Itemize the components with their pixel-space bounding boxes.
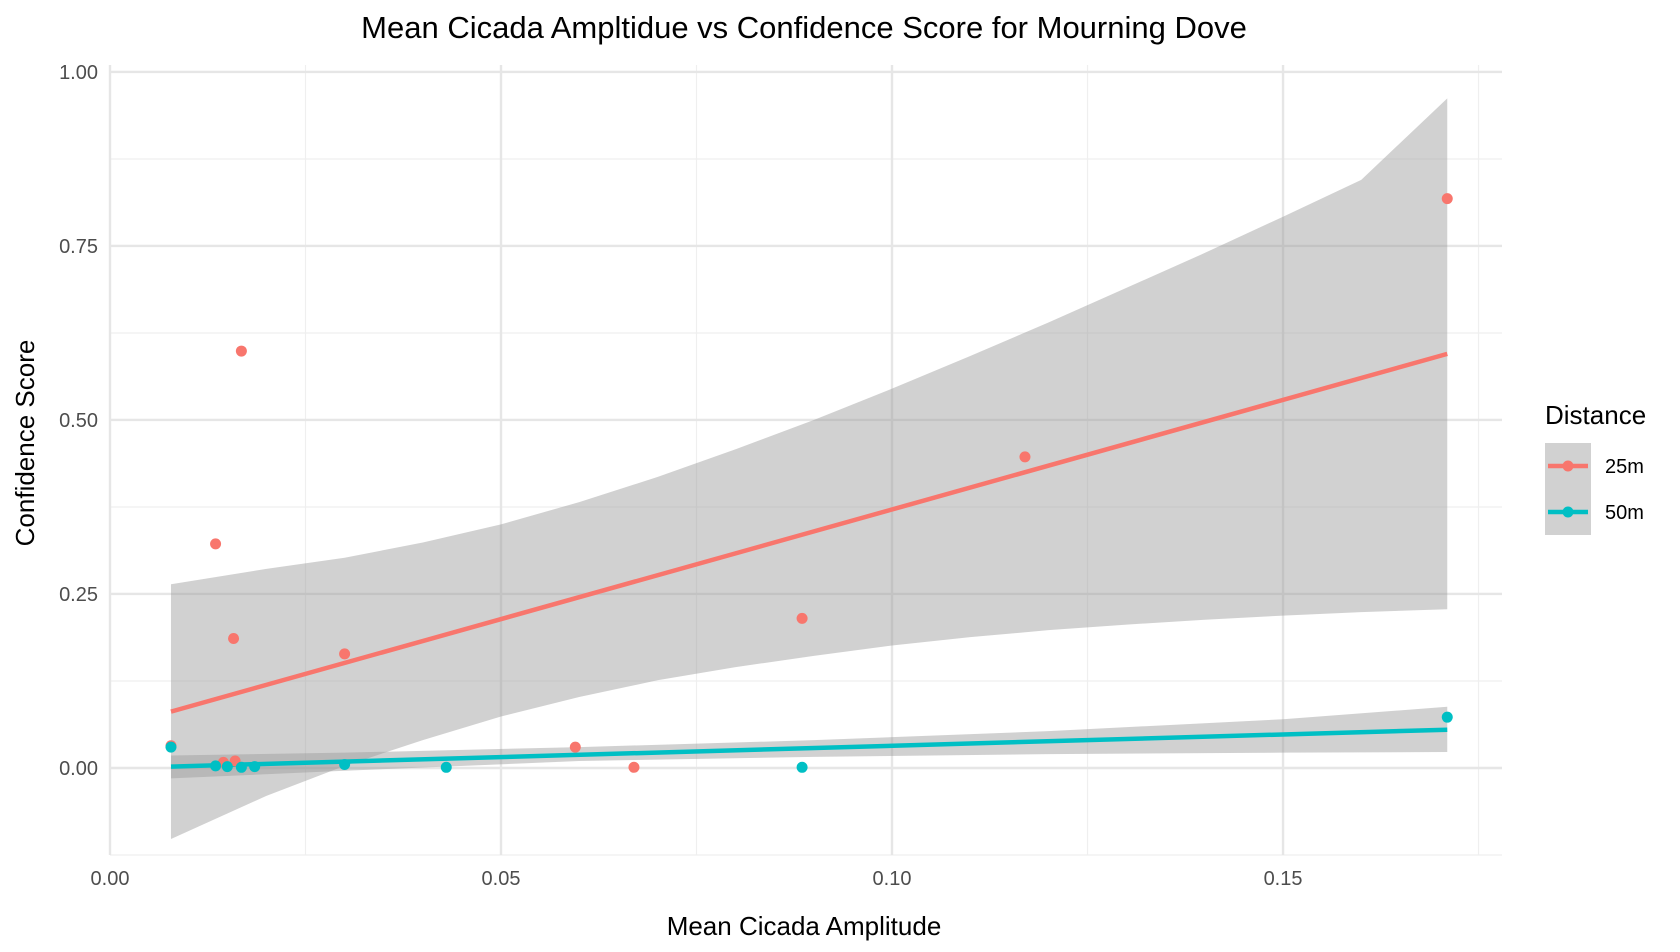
confidence-band-50m: [170, 706, 1448, 779]
data-point-25m: [796, 612, 808, 624]
data-point-25m: [1019, 451, 1031, 463]
x-tick-label: 0.15: [1264, 868, 1303, 890]
x-tick-label: 0.00: [91, 868, 130, 890]
tick-labels: 0.00 0.05 0.10 0.15 0.00 0.25 0.50 0.75 1.00: [59, 62, 1302, 890]
y-tick-label: 0.75: [59, 236, 98, 258]
data-point-50m: [165, 741, 177, 753]
data-point-50m: [249, 761, 261, 773]
data-point-25m: [228, 633, 240, 645]
fit-line-25m: [170, 351, 1448, 714]
data-point-50m: [339, 759, 351, 771]
y-tick-label: 0.50: [59, 410, 98, 432]
legend-key-point: [1562, 506, 1574, 518]
x-axis-title: Mean Cicada Amplitude: [667, 911, 942, 941]
y-tick-label: 0.00: [59, 758, 98, 780]
data-point-25m: [210, 538, 222, 550]
legend: Distance 25m 50m: [1545, 400, 1646, 535]
fit-lines: [170, 351, 1448, 769]
legend-title: Distance: [1545, 400, 1646, 430]
y-axis-title: Confidence Score: [10, 340, 40, 547]
fit-line-50m: [170, 727, 1448, 769]
data-point-50m: [1441, 711, 1453, 723]
x-tick-label: 0.05: [482, 868, 521, 890]
y-tick-label: 1.00: [59, 62, 98, 84]
data-point-25m: [628, 761, 640, 773]
y-tick-label: 0.25: [59, 584, 98, 606]
x-tick-label: 0.10: [873, 868, 912, 890]
chart-title: Mean Cicada Ampltidue vs Confidence Scor…: [361, 10, 1247, 45]
legend-item-50m: 50m: [1545, 489, 1644, 535]
legend-item-25m: 25m: [1545, 443, 1644, 489]
data-point-50m: [796, 761, 808, 773]
data-point-25m: [235, 345, 247, 357]
data-point-50m: [235, 761, 247, 773]
data-point-25m: [1441, 193, 1453, 205]
confidence-bands: [170, 98, 1448, 839]
data-point-50m: [210, 760, 222, 772]
confidence-band-25m: [170, 98, 1448, 839]
legend-label: 25m: [1605, 456, 1644, 478]
data-point-50m: [221, 761, 233, 773]
legend-key-point: [1562, 460, 1574, 472]
data-point-25m: [339, 648, 351, 660]
data-point-50m: [440, 761, 452, 773]
data-point-25m: [569, 741, 581, 753]
data-points: [165, 193, 1453, 773]
legend-label: 50m: [1605, 502, 1644, 524]
